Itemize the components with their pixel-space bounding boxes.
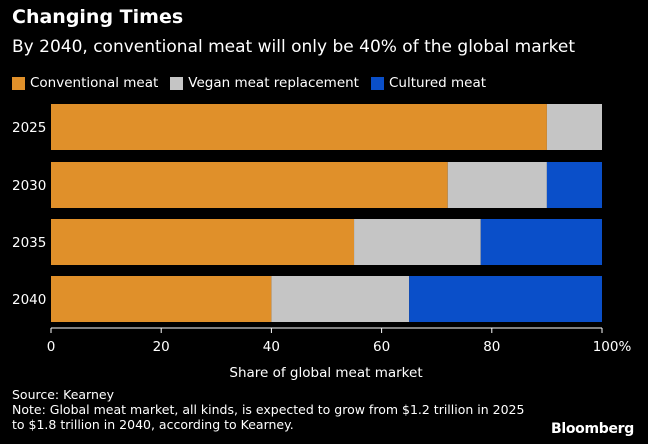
legend-item-conventional: Conventional meat bbox=[12, 75, 158, 91]
bar-2035-cultured-meat bbox=[480, 219, 602, 265]
legend-label-cultured: Cultured meat bbox=[388, 75, 487, 91]
category-label-2035: 2035 bbox=[12, 235, 46, 251]
bloomberg-logo: Bloomberg bbox=[550, 421, 634, 437]
source-text: Source: Kearney bbox=[12, 387, 114, 402]
category-label-2025: 2025 bbox=[12, 120, 46, 136]
x-tick-label-80: 80 bbox=[483, 339, 500, 355]
footer: Source: Kearney Note: Global meat market… bbox=[12, 387, 524, 432]
x-tick-label-60: 60 bbox=[373, 339, 390, 355]
bar-2040-cultured-meat bbox=[409, 276, 602, 322]
note-line-1: Note: Global meat market, all kinds, is … bbox=[12, 402, 525, 417]
x-tick-label-0: 0 bbox=[47, 339, 56, 355]
legend: Conventional meat Vegan meat replacement… bbox=[12, 75, 498, 91]
x-axis-label: Share of global meat market bbox=[229, 365, 422, 381]
chart-subtitle: By 2040, conventional meat will only be … bbox=[12, 37, 575, 57]
legend-label-vegan: Vegan meat replacement bbox=[188, 75, 359, 91]
bar-2040-vegan-meat-replacement bbox=[271, 276, 410, 322]
legend-item-cultured: Cultured meat bbox=[370, 75, 487, 91]
bar-2025-conventional-meat bbox=[51, 104, 547, 150]
x-tick-label-20: 20 bbox=[153, 339, 170, 355]
category-label-2030: 2030 bbox=[12, 178, 46, 194]
category-labels: 2025 2030 2035 2040 bbox=[12, 120, 46, 308]
bars-group bbox=[51, 104, 602, 322]
bar-2025-vegan-meat-replacement bbox=[546, 104, 602, 150]
bar-2040-conventional-meat bbox=[51, 276, 272, 322]
x-axis: 0 20 40 60 80 100% bbox=[47, 327, 632, 355]
legend-swatch-vegan bbox=[170, 76, 184, 90]
x-tick-label-100: 100% bbox=[593, 339, 632, 355]
bar-2035-conventional-meat bbox=[51, 219, 355, 265]
legend-swatch-cultured bbox=[370, 76, 384, 90]
chart-title: Changing Times bbox=[12, 6, 184, 28]
x-tick-label-40: 40 bbox=[263, 339, 280, 355]
legend-item-vegan: Vegan meat replacement bbox=[170, 75, 359, 91]
legend-swatch-conventional bbox=[12, 76, 25, 90]
category-label-2040: 2040 bbox=[12, 292, 46, 308]
bar-2030-vegan-meat-replacement bbox=[447, 162, 547, 208]
bar-2030-conventional-meat bbox=[51, 162, 448, 208]
bar-2035-vegan-meat-replacement bbox=[354, 219, 481, 265]
legend-label-conventional: Conventional meat bbox=[30, 75, 159, 91]
note-line-2: to $1.8 trillion in 2040, according to K… bbox=[12, 417, 294, 432]
bar-2030-cultured-meat bbox=[546, 162, 602, 208]
